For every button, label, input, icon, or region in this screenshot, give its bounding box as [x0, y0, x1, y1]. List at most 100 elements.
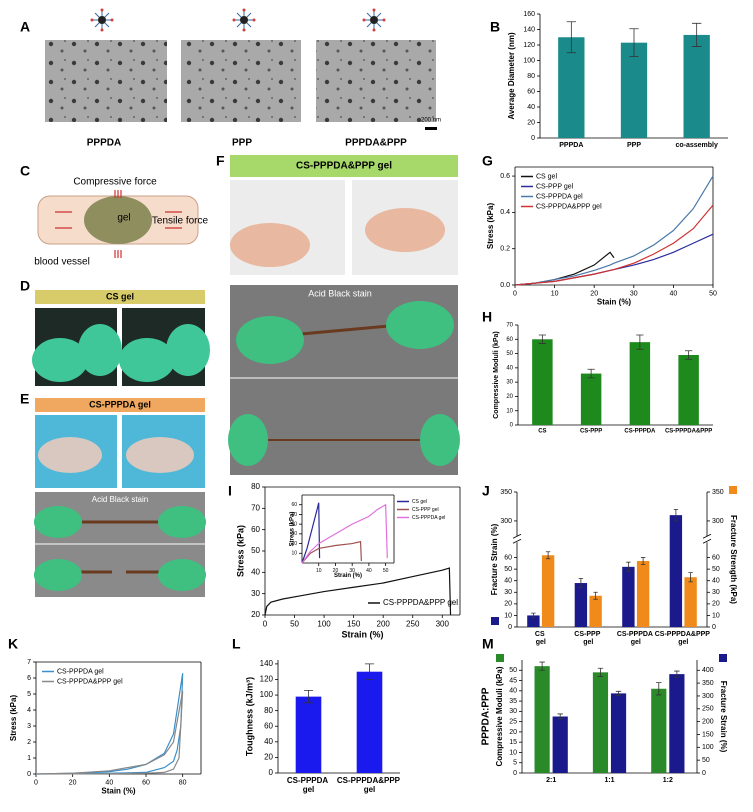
- axis-legend-label: Fracture Strain (%): [490, 523, 499, 595]
- y-tick-label: 0.2: [500, 246, 510, 253]
- y-axis-title: Stress (kPa): [235, 525, 245, 577]
- y-tick-label: 10: [509, 749, 517, 756]
- y-tick-label: 40: [506, 365, 513, 371]
- legend-label: CS gel: [536, 173, 557, 180]
- x-tick-label: 40: [366, 568, 372, 574]
- category-axis-title: PPPDA:PPP: [481, 687, 492, 745]
- error-bar: [566, 21, 577, 54]
- x-tick-label: 1:1: [604, 777, 614, 784]
- y-tick-label: 5: [27, 691, 31, 698]
- gel-shape: [84, 196, 152, 244]
- error-bar: [684, 350, 693, 360]
- panel-label: D: [20, 278, 30, 294]
- bar: [534, 666, 550, 773]
- gel-rod: [289, 323, 401, 337]
- y-tick-label: 0.0: [500, 282, 510, 289]
- error-bar: [673, 508, 679, 522]
- bar: [532, 339, 553, 425]
- error-bar: [531, 612, 536, 619]
- force-arrows: [55, 190, 182, 258]
- y-tick-label: 7: [27, 659, 31, 666]
- error-bar: [688, 572, 693, 583]
- tem-image: [45, 40, 167, 122]
- y-tick-label: 70: [251, 503, 260, 512]
- bar: [574, 583, 588, 627]
- bar: [651, 688, 667, 773]
- y-tick-label: 80: [527, 73, 535, 80]
- y-tick-label: 60: [506, 337, 513, 343]
- line-series: [35, 673, 184, 775]
- bar: [669, 515, 683, 627]
- y-tick-label: 40: [251, 567, 260, 576]
- legend-swatch: [491, 617, 499, 625]
- legend-swatch: [729, 486, 737, 494]
- axis-break-gap: [513, 536, 521, 543]
- panel-label: L: [232, 636, 241, 652]
- panel-label: E: [20, 391, 29, 407]
- diagram-label: blood vessel: [34, 257, 90, 268]
- x-tick-label: CS-PPPDA: [624, 429, 656, 435]
- x-tick-label: 300: [436, 620, 450, 629]
- axis-break-mark: [702, 538, 712, 544]
- error-bar: [539, 661, 545, 671]
- molecule-icon: [232, 8, 256, 32]
- error-bar: [640, 557, 646, 565]
- y2-tick-label: 40: [712, 578, 720, 585]
- glove: [34, 559, 82, 591]
- bar: [636, 561, 650, 627]
- error-bar: [597, 667, 604, 677]
- y-tick-label: 0: [508, 624, 512, 631]
- y-tick-label: 0: [531, 135, 535, 142]
- hand: [230, 223, 310, 267]
- y-tick-label: 3: [27, 723, 31, 730]
- x-tick-label: co-assembly: [675, 142, 718, 149]
- legend-swatch: [719, 654, 727, 662]
- x-tick-label: 30: [630, 291, 638, 298]
- y-tick-label: 50: [291, 512, 297, 518]
- error-bar: [557, 713, 563, 720]
- axis-break-mark: [702, 533, 712, 539]
- error-bar: [538, 334, 547, 344]
- y-tick-label: 1: [27, 755, 31, 762]
- panel-label: G: [482, 153, 493, 169]
- line-series: [301, 503, 388, 564]
- y-tick-label: 160: [523, 11, 535, 18]
- diagram-label: Tensile force: [152, 216, 209, 227]
- bar: [684, 577, 697, 627]
- y-tick-label: 15: [509, 739, 517, 746]
- y-tick-label: 40: [291, 521, 297, 527]
- x-tick-label: CS: [538, 429, 546, 435]
- x-tick-label: 50: [709, 291, 717, 298]
- panel-label: C: [20, 163, 30, 179]
- hand: [365, 208, 445, 252]
- line-series: [264, 567, 452, 616]
- error-bar: [656, 682, 662, 696]
- x-axis-title: Strain (%): [334, 573, 362, 579]
- x-tick-label: 40: [105, 780, 113, 787]
- legend-label: CS gel: [412, 499, 427, 505]
- y2-tick-label: 300: [702, 693, 714, 700]
- sample-label: PPPDA&PPP: [345, 138, 407, 149]
- panel-label: B: [490, 19, 500, 35]
- y-tick-label: 80: [264, 706, 273, 715]
- y-tick-label: 70: [506, 323, 513, 329]
- y2-tick-label: 50: [712, 566, 720, 573]
- bar: [552, 716, 568, 773]
- line-series: [514, 233, 714, 286]
- glove: [166, 324, 210, 376]
- y-tick-label: 10: [506, 408, 513, 414]
- bar: [678, 355, 699, 425]
- bar: [580, 373, 602, 425]
- y-tick-label: 30: [291, 531, 297, 537]
- y-tick-label: 140: [260, 659, 274, 668]
- y-tick-label: 50: [251, 546, 260, 555]
- bar: [610, 693, 627, 773]
- y-tick-label: 30: [504, 589, 512, 596]
- y-tick-label: 20: [527, 119, 535, 126]
- error-bar: [364, 663, 375, 680]
- x-tick-label: 250: [406, 620, 420, 629]
- y-tick-label: 2: [27, 739, 31, 746]
- photo-caption: Acid Black stain: [308, 288, 372, 298]
- y2-tick-label: 0: [712, 624, 716, 631]
